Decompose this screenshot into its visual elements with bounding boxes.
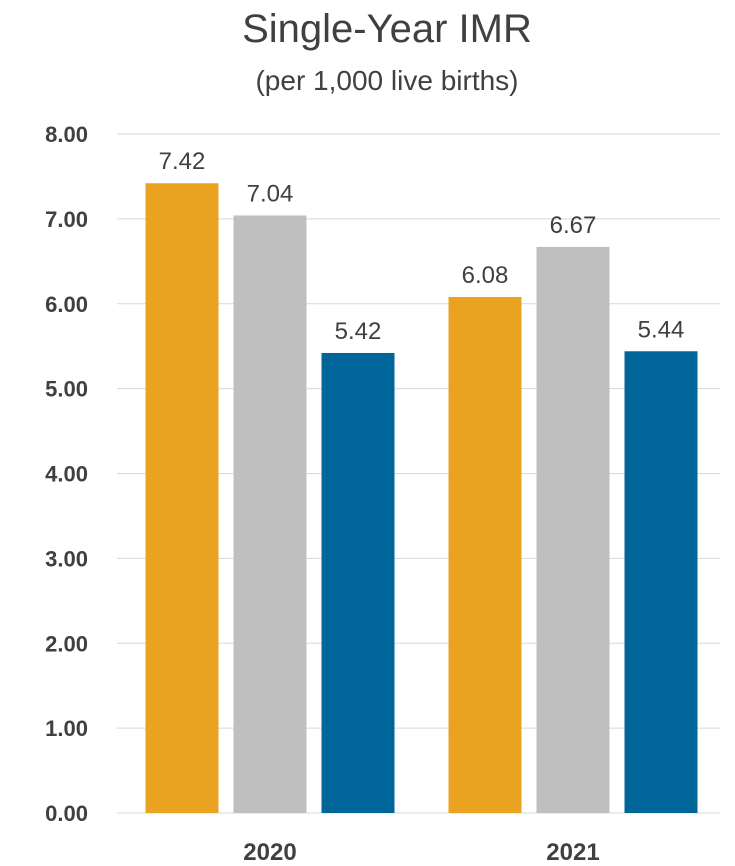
bar-2021-series-1 — [448, 296, 522, 814]
x-tick-label: 2021 — [546, 839, 599, 866]
bar-2020-series-2 — [233, 215, 307, 814]
y-tick-label: 4.00 — [45, 462, 88, 487]
data-label: 5.44 — [638, 316, 685, 343]
data-label: 5.42 — [335, 318, 382, 345]
y-axis-tick-labels: 0.00 1.00 2.00 3.00 4.00 5.00 6.00 7.00 8.00 — [45, 122, 88, 826]
y-tick-label: 6.00 — [45, 292, 88, 317]
y-tick-label: 2.00 — [45, 631, 88, 656]
y-tick-label: 8.00 — [45, 122, 88, 147]
chart-subtitle: (per 1,000 live births) — [255, 65, 518, 96]
bars — [145, 183, 698, 814]
bar-2020-series-1 — [145, 183, 219, 814]
y-tick-label: 0.00 — [45, 801, 88, 826]
data-label: 6.67 — [550, 212, 597, 239]
bar-2020-series-3 — [321, 352, 395, 813]
bar-2021-series-3 — [624, 351, 698, 813]
x-tick-label: 2020 — [243, 839, 296, 866]
data-labels: 7.42 7.04 5.42 6.08 6.67 5.44 — [159, 148, 685, 345]
data-label: 7.42 — [159, 148, 206, 175]
y-tick-label: 7.00 — [45, 207, 88, 232]
y-tick-label: 3.00 — [45, 546, 88, 571]
data-label: 6.08 — [462, 262, 509, 289]
data-label: 7.04 — [247, 180, 294, 207]
y-tick-label: 5.00 — [45, 377, 88, 402]
bar-2021-series-2 — [536, 246, 610, 814]
y-tick-label: 1.00 — [45, 716, 88, 741]
chart-title: Single-Year IMR — [242, 7, 532, 51]
x-axis-tick-labels: 2020 2021 — [243, 839, 599, 866]
